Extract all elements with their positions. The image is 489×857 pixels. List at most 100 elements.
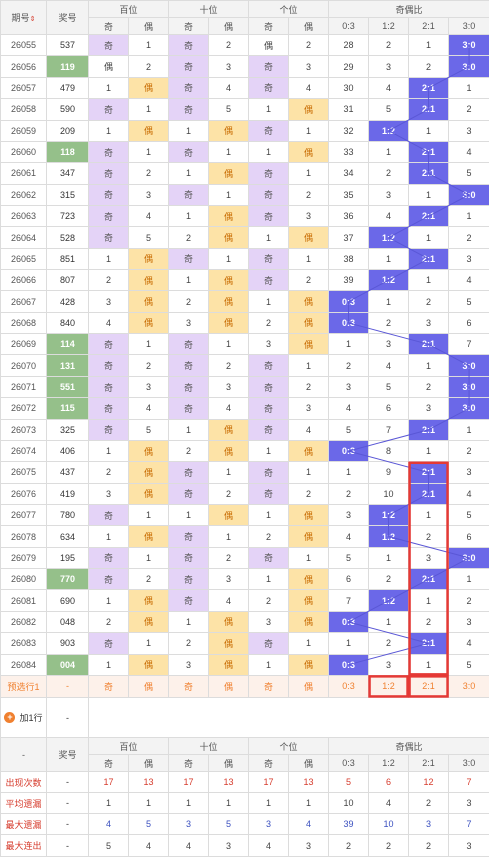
ou-cell: 偶	[288, 589, 330, 612]
qi-cell: 1	[88, 76, 129, 100]
miss-cell: 3	[368, 333, 410, 356]
pred-label[interactable]: 预选行1	[0, 674, 47, 698]
period-cell: 26066	[0, 269, 47, 292]
ratio-hit-cell: 1:2	[368, 226, 410, 249]
qi-cell: 奇	[248, 375, 290, 399]
stat-value: 3	[448, 834, 489, 857]
period-cell: 26058	[0, 98, 47, 121]
bai-header: 百位	[87, 0, 170, 19]
ou-cell: 偶	[288, 610, 330, 634]
bai-header: 百位	[87, 737, 170, 756]
ou-cell: 2	[127, 162, 170, 185]
period-cell: 26061	[0, 162, 47, 185]
ou-cell: 5	[127, 226, 170, 249]
qi-cell: 1	[248, 653, 290, 676]
prize-cell: 315	[46, 183, 89, 206]
stat-value: 5	[127, 813, 170, 836]
pred-cell[interactable]: 1:2	[368, 674, 410, 698]
pred-cell[interactable]: 偶	[288, 674, 330, 698]
qi-cell: 2	[248, 525, 290, 548]
ou-cell: 3	[208, 375, 250, 399]
period-cell: 26084	[0, 653, 47, 676]
ratio-hit-cell: 3:0	[448, 34, 489, 57]
ratio-subheader: 3:0	[448, 754, 489, 773]
add-row-button[interactable]: + 加1行	[0, 696, 47, 739]
stat-value: 7	[448, 813, 489, 836]
qi-cell: 奇	[168, 482, 210, 506]
ou-cell: 偶	[127, 119, 170, 142]
qi-cell: 奇	[168, 333, 210, 356]
ou-cell: 偶	[288, 333, 330, 356]
period-header[interactable]: 期号⇕	[0, 0, 47, 36]
stat-value: 10	[328, 792, 370, 815]
period-cell: 26081	[0, 589, 47, 612]
ratio-hit-cell: 2:1	[408, 632, 450, 655]
ou-cell: 2	[208, 482, 250, 506]
ratio-hit-cell: 0:3	[328, 439, 370, 463]
qi-subheader: 奇	[168, 754, 210, 773]
ou-cell: 1	[127, 98, 170, 121]
qi-cell: 2	[168, 226, 210, 249]
miss-cell: 39	[328, 269, 370, 292]
period-cell: 26082	[0, 610, 47, 634]
period-cell: 26072	[0, 397, 47, 420]
plus-circle-icon[interactable]: +	[4, 712, 16, 724]
pred-cell[interactable]: 奇	[88, 674, 129, 698]
prize-cell: 195	[46, 546, 89, 570]
miss-cell: 1	[408, 354, 450, 377]
miss-cell: 4	[448, 632, 489, 655]
pred-cell[interactable]: 3:0	[448, 674, 489, 698]
period-cell: 26073	[0, 418, 47, 441]
qi-cell: 奇	[248, 183, 290, 206]
ou-cell: 偶	[127, 653, 170, 676]
miss-cell: 2	[328, 354, 370, 377]
pred-cell[interactable]: 偶	[127, 674, 170, 698]
prize-cell: 590	[46, 98, 89, 121]
ratio-hit-cell: 2:1	[408, 98, 450, 121]
pred-cell[interactable]: 奇	[168, 674, 210, 698]
prize-header: 奖号	[46, 0, 89, 36]
pred-cell[interactable]: 偶	[208, 674, 250, 698]
stat-value: 3	[208, 834, 250, 857]
period-cell: 26075	[0, 461, 47, 484]
miss-cell: 4	[368, 76, 410, 100]
ou-cell: 偶	[208, 290, 250, 313]
miss-cell: 1	[408, 653, 450, 676]
qi-cell: 2	[88, 610, 129, 634]
stat-value: 1	[288, 792, 330, 815]
period-cell: 26067	[0, 290, 47, 313]
qi-cell: 1	[168, 503, 210, 527]
pred-cell[interactable]: 2:1	[408, 674, 450, 698]
pred-cell[interactable]: 奇	[248, 674, 290, 698]
qi-cell: 3	[168, 653, 210, 676]
prize-cell: 851	[46, 247, 89, 271]
qi-cell: 奇	[88, 204, 129, 228]
qi-cell: 奇	[88, 568, 129, 591]
miss-cell: 3	[328, 503, 370, 527]
miss-cell: 5	[448, 162, 489, 185]
miss-cell: 4	[328, 397, 370, 420]
stat-value: 17	[168, 771, 210, 794]
ou-cell: 2	[288, 183, 330, 206]
qi-cell: 奇	[168, 183, 210, 206]
pred-cell[interactable]: 0:3	[328, 674, 370, 698]
sort-arrows-icon[interactable]: ⇕	[29, 16, 36, 24]
qi-cell: 1	[168, 418, 210, 441]
miss-cell: 34	[328, 162, 370, 185]
qi-cell: 奇	[88, 226, 129, 249]
miss-cell: 5	[448, 290, 489, 313]
miss-cell: 1	[368, 140, 410, 164]
ou-cell: 偶	[208, 632, 250, 655]
miss-cell: 2	[408, 610, 450, 634]
stat-value: 39	[328, 813, 370, 836]
period-cell: 26057	[0, 76, 47, 100]
shi-header: 十位	[168, 737, 250, 756]
ou-cell: 偶	[288, 439, 330, 463]
ou-cell: 1	[127, 503, 170, 527]
qi-cell: 1	[88, 247, 129, 271]
ou-cell: 2	[288, 482, 330, 506]
prize-cell: 437	[46, 461, 89, 484]
ou-cell: 1	[208, 333, 250, 356]
qi-cell: 奇	[88, 333, 129, 356]
